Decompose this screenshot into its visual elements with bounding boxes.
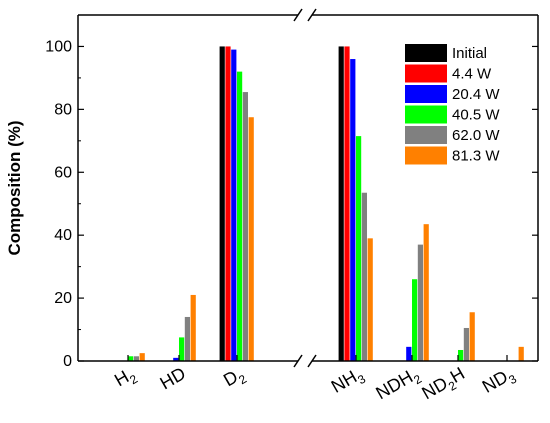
y-tick-label: 80 <box>54 101 72 118</box>
bar <box>344 46 350 361</box>
legend-label: 40.5 W <box>452 107 500 124</box>
bar <box>463 327 469 361</box>
bar <box>190 294 196 361</box>
plot-frame <box>77 8 539 368</box>
axis-break-mark <box>293 8 303 22</box>
y-axis-title: Composition (%) <box>5 120 24 255</box>
y-tick-label: 20 <box>54 290 72 307</box>
axis-break-mark <box>307 8 317 22</box>
x-category-label: NH3 <box>328 363 369 400</box>
bar <box>219 46 225 361</box>
y-tick-label: 60 <box>54 164 72 181</box>
legend-swatch <box>405 146 447 165</box>
bar <box>338 46 344 361</box>
bar <box>231 49 237 361</box>
bar <box>518 346 524 361</box>
bar <box>350 59 356 361</box>
bar <box>248 117 254 361</box>
bar <box>133 356 139 361</box>
x-category-label: D2 <box>220 363 249 394</box>
legend-label: 4.4 W <box>452 66 492 83</box>
legend-swatch <box>405 44 447 62</box>
bar <box>128 356 134 361</box>
bar <box>242 92 248 361</box>
bar <box>237 71 243 362</box>
x-category-label: ND2H <box>418 363 470 407</box>
bar <box>173 357 179 361</box>
legend-label: 81.3 W <box>452 148 500 165</box>
x-category-label: ND3 <box>479 363 520 400</box>
bar-group <box>128 46 524 362</box>
y-tick-label: 100 <box>45 38 72 55</box>
bar <box>406 346 412 361</box>
axis-break-mark <box>293 354 303 368</box>
bar <box>423 224 429 361</box>
x-category-label: HD <box>156 363 189 393</box>
legend-swatch <box>405 64 447 83</box>
bar <box>361 192 367 361</box>
bar <box>356 136 362 361</box>
bar <box>225 46 231 361</box>
y-tick-label: 0 <box>63 353 72 370</box>
y-axis-ticks: 0 20 40 60 80 100 <box>45 38 538 370</box>
x-category-label: H2 <box>111 363 140 394</box>
bar <box>139 353 145 361</box>
legend-swatch <box>405 85 447 103</box>
bar <box>179 337 185 361</box>
legend-swatch <box>405 126 447 144</box>
axis-break-mark <box>307 354 317 368</box>
bar <box>367 238 373 361</box>
legend-swatch <box>405 105 447 124</box>
bar <box>469 312 475 361</box>
y-tick-label: 40 <box>54 227 72 244</box>
legend-label: 62.0 W <box>452 127 500 144</box>
bar <box>458 349 464 361</box>
legend: Initial 4.4 W 20.4 W 40.5 W 62.0 W 81.3 W <box>405 44 500 165</box>
legend-label: Initial <box>452 45 487 62</box>
x-category-label: NDH2 <box>372 363 424 407</box>
bar <box>412 279 418 361</box>
bar <box>417 244 423 361</box>
legend-label: 20.4 W <box>452 86 500 103</box>
bar <box>184 316 190 361</box>
